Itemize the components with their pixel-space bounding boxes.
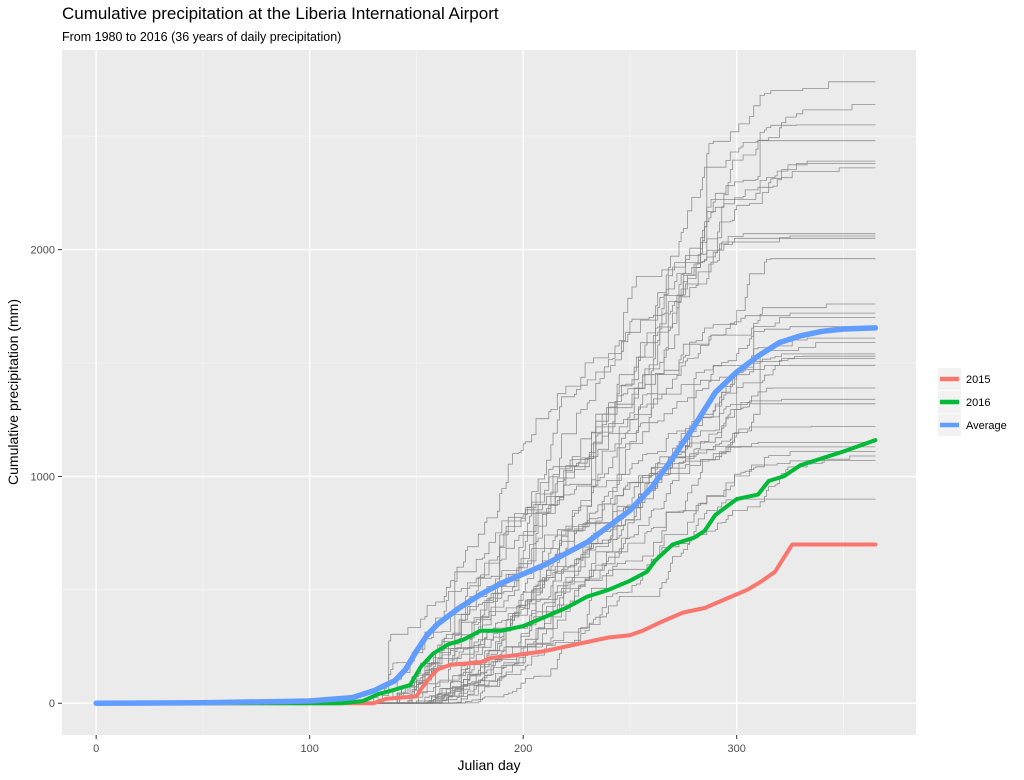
chart-subtitle: From 1980 to 2016 (36 years of daily pre…	[62, 30, 342, 44]
y-tick-label: 2000	[31, 245, 55, 257]
legend-label: 2016	[966, 397, 990, 409]
legend-label: Average	[966, 420, 1007, 432]
series-line-2016	[94, 438, 878, 706]
x-tick-label: 100	[300, 743, 318, 755]
year-line	[96, 124, 876, 704]
y-tick-label: 0	[49, 698, 55, 710]
legend-label: 2015	[966, 374, 990, 386]
x-tick-label: 0	[93, 743, 99, 755]
year-line	[96, 237, 876, 704]
axis-ticks: 0 100 200 300 0 1000 2000	[31, 245, 746, 755]
highlight-series-lines	[93, 325, 879, 706]
series-line-average	[93, 325, 879, 706]
chart-title: Cumulative precipitation at the Liberia …	[62, 4, 499, 23]
y-tick-label: 1000	[31, 471, 55, 483]
year-line	[96, 446, 876, 704]
series-line-2015	[94, 542, 878, 706]
x-tick-label: 300	[727, 743, 745, 755]
year-line	[96, 426, 876, 704]
year-line	[96, 387, 876, 704]
year-line	[96, 451, 876, 704]
year-line	[96, 460, 876, 704]
x-tick-label: 200	[514, 743, 532, 755]
x-axis-title: Julian day	[457, 757, 520, 773]
plot-panel	[62, 50, 916, 735]
year-line	[96, 353, 876, 704]
year-line	[96, 403, 876, 704]
year-line	[96, 358, 876, 704]
year-line	[96, 312, 876, 704]
legend: 2015 2016 Average	[938, 368, 1007, 436]
y-axis-title: Cumulative precipitation (mm)	[5, 299, 21, 485]
